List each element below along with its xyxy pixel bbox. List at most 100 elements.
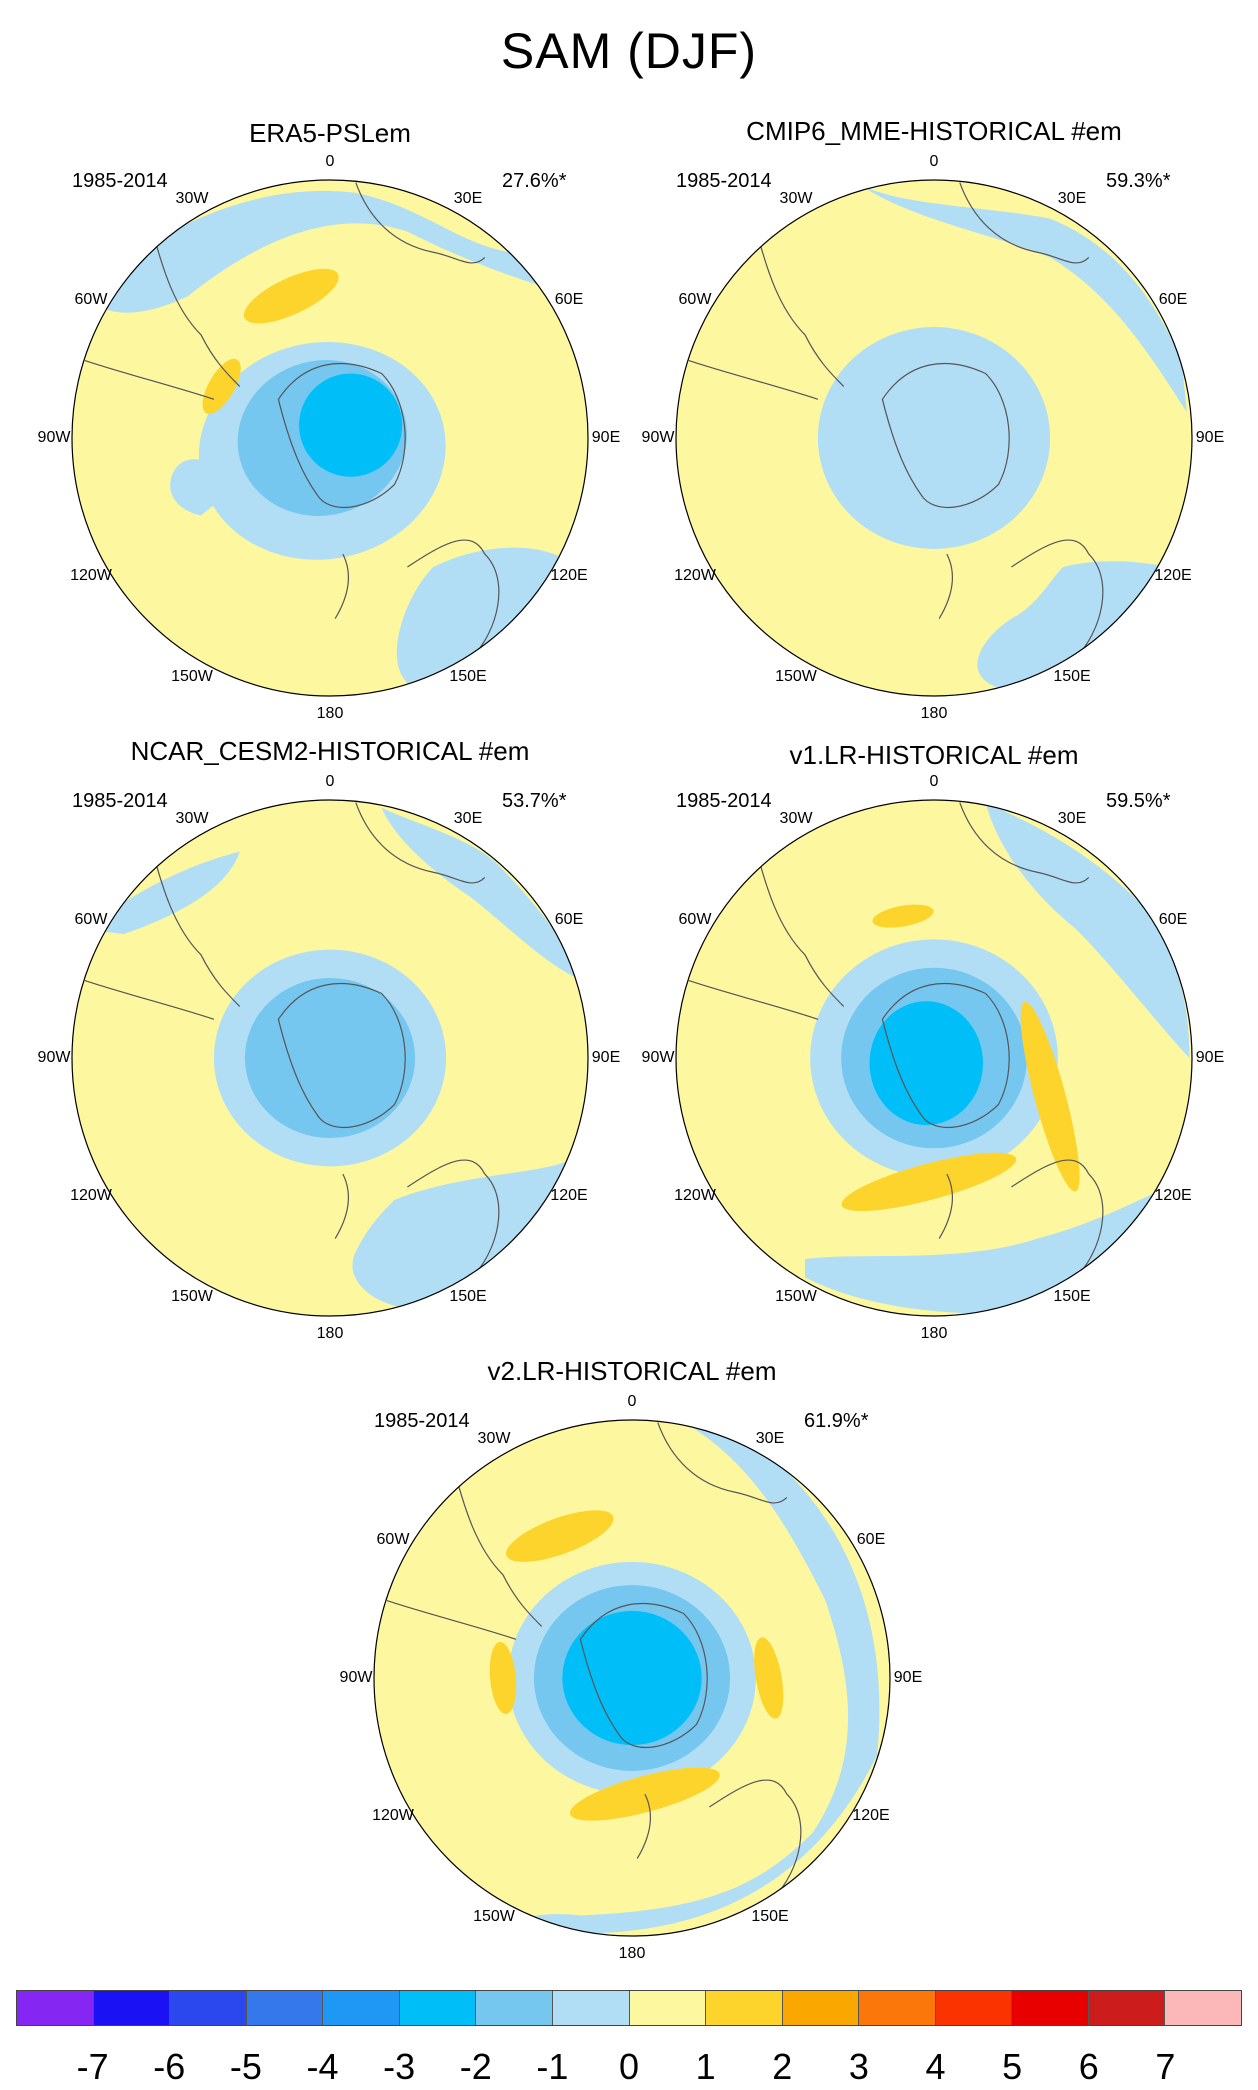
colorbar-swatch <box>1088 1991 1166 2025</box>
period-label: 1985-2014 <box>676 170 772 192</box>
anomaly-region <box>170 459 240 516</box>
panel-title: v2.LR-HISTORICAL #em <box>487 1356 777 1386</box>
colorbar-swatch <box>17 1991 94 2025</box>
colorbar-tick-label: -7 <box>76 2046 109 2087</box>
colorbar-tick-label: -2 <box>459 2046 492 2087</box>
anomaly-region <box>243 268 339 324</box>
coastline <box>657 1422 788 1504</box>
period-label: 1985-2014 <box>72 790 168 812</box>
longitude-label: 150W <box>473 1908 515 1926</box>
longitude-label: 30W <box>779 809 813 827</box>
coastline <box>1011 539 1104 658</box>
longitude-label: 0 <box>929 773 939 790</box>
anomaly-region <box>869 1001 984 1126</box>
longitude-label: 90E <box>1195 429 1225 446</box>
colorbar-swatch <box>246 1991 324 2025</box>
anomaly-region <box>202 358 241 414</box>
longitude-label: 150E <box>1053 1288 1091 1306</box>
longitude-label: 90W <box>37 429 71 446</box>
colorbar-swatch <box>859 1991 936 2025</box>
anomaly-region <box>985 802 1190 1058</box>
map-border <box>71 799 589 1317</box>
coastline <box>148 838 241 1007</box>
anomaly-region <box>841 1152 1017 1212</box>
coastline <box>881 982 1010 1129</box>
map-border <box>373 1419 891 1937</box>
longitude-label: 90E <box>591 429 621 446</box>
explained-variance-label: 59.3%* <box>1106 170 1171 192</box>
anomaly-region <box>396 547 576 684</box>
coastline <box>959 802 1090 884</box>
polar-map <box>373 1419 891 1937</box>
colorbar-tick-label: -4 <box>306 2046 339 2087</box>
longitude-label: 60W <box>376 1531 410 1548</box>
colorbar-tick-label: -3 <box>383 2046 416 2087</box>
longitude-label: 60E <box>1158 911 1188 928</box>
longitude-label: 60W <box>678 291 712 308</box>
colorbar-tick-label: 7 <box>1155 2046 1176 2087</box>
colorbar-swatch <box>323 1991 400 2025</box>
colorbar-swatch <box>476 1991 553 2025</box>
longitude-label: 120E <box>550 1187 588 1204</box>
longitude-label: 150W <box>171 1288 213 1306</box>
longitude-label: 0 <box>627 1393 637 1410</box>
coastline <box>84 360 215 400</box>
coastline <box>277 362 406 509</box>
coastline <box>709 1779 802 1898</box>
longitude-label: 120E <box>852 1807 890 1824</box>
longitude-label: 0 <box>325 153 335 170</box>
longitude-label: 60E <box>1158 291 1188 308</box>
main-title: SAM (DJF) <box>500 23 758 79</box>
longitude-label: 60E <box>554 291 584 308</box>
coastline <box>881 362 1010 509</box>
longitude-label: 180 <box>316 705 344 722</box>
colorbar-swatch <box>552 1991 630 2025</box>
colorbar-tick-label: 1 <box>695 2046 716 2087</box>
longitude-label: 30W <box>175 189 209 207</box>
longitude-label: 150E <box>449 1288 487 1306</box>
colorbar-tick-label: 2 <box>772 2046 793 2087</box>
polar-map <box>71 179 589 697</box>
colorbar-tick-label: 3 <box>848 2046 869 2087</box>
longitude-label: 60E <box>856 1531 886 1548</box>
polar-map <box>675 799 1193 1317</box>
coastline <box>334 1173 349 1239</box>
panel-title: NCAR_CESM2-HISTORICAL #em <box>130 736 530 766</box>
colorbar-swatch <box>935 1991 1013 2025</box>
anomaly-region <box>489 1641 517 1715</box>
explained-variance-label: 59.5%* <box>1106 790 1171 812</box>
longitude-label: 30E <box>453 189 483 207</box>
coastline <box>84 980 215 1020</box>
longitude-label: 30E <box>1057 809 1087 827</box>
colorbar-tick-label: 6 <box>1078 2046 1099 2087</box>
longitude-label: 150E <box>449 668 487 686</box>
anomaly-region <box>817 327 1051 549</box>
coastline <box>938 553 953 619</box>
longitude-label: 30W <box>175 809 209 827</box>
anomaly-region <box>977 561 1172 691</box>
colorbar-swatch <box>1012 1991 1089 2025</box>
explained-variance-label: 27.6%* <box>502 170 567 192</box>
longitude-label: 150E <box>1053 668 1091 686</box>
coastline <box>407 1159 500 1278</box>
colorbar-swatch <box>629 1991 707 2025</box>
longitude-label: 90E <box>1195 1049 1225 1066</box>
longitude-label: 180 <box>618 1945 646 1962</box>
coastline <box>407 539 500 658</box>
colorbar-tick-label: -5 <box>229 2046 262 2087</box>
longitude-label: 30W <box>477 1429 511 1447</box>
longitude-label: 90W <box>641 1049 675 1066</box>
longitude-label: 60W <box>678 911 712 928</box>
panel-title: ERA5-PSLem <box>249 118 411 148</box>
longitude-label: 30E <box>1057 189 1087 207</box>
colorbar-swatch <box>93 1991 171 2025</box>
coastline <box>277 982 406 1129</box>
anomaly-region <box>299 373 403 477</box>
longitude-label: 150E <box>751 1908 789 1926</box>
coastline <box>959 182 1090 264</box>
longitude-label: 30W <box>779 189 813 207</box>
coastline <box>636 1793 651 1859</box>
explained-variance-label: 53.7%* <box>502 790 567 812</box>
coastline <box>579 1602 708 1749</box>
panel-title: CMIP6_MME-HISTORICAL #em <box>746 116 1122 146</box>
